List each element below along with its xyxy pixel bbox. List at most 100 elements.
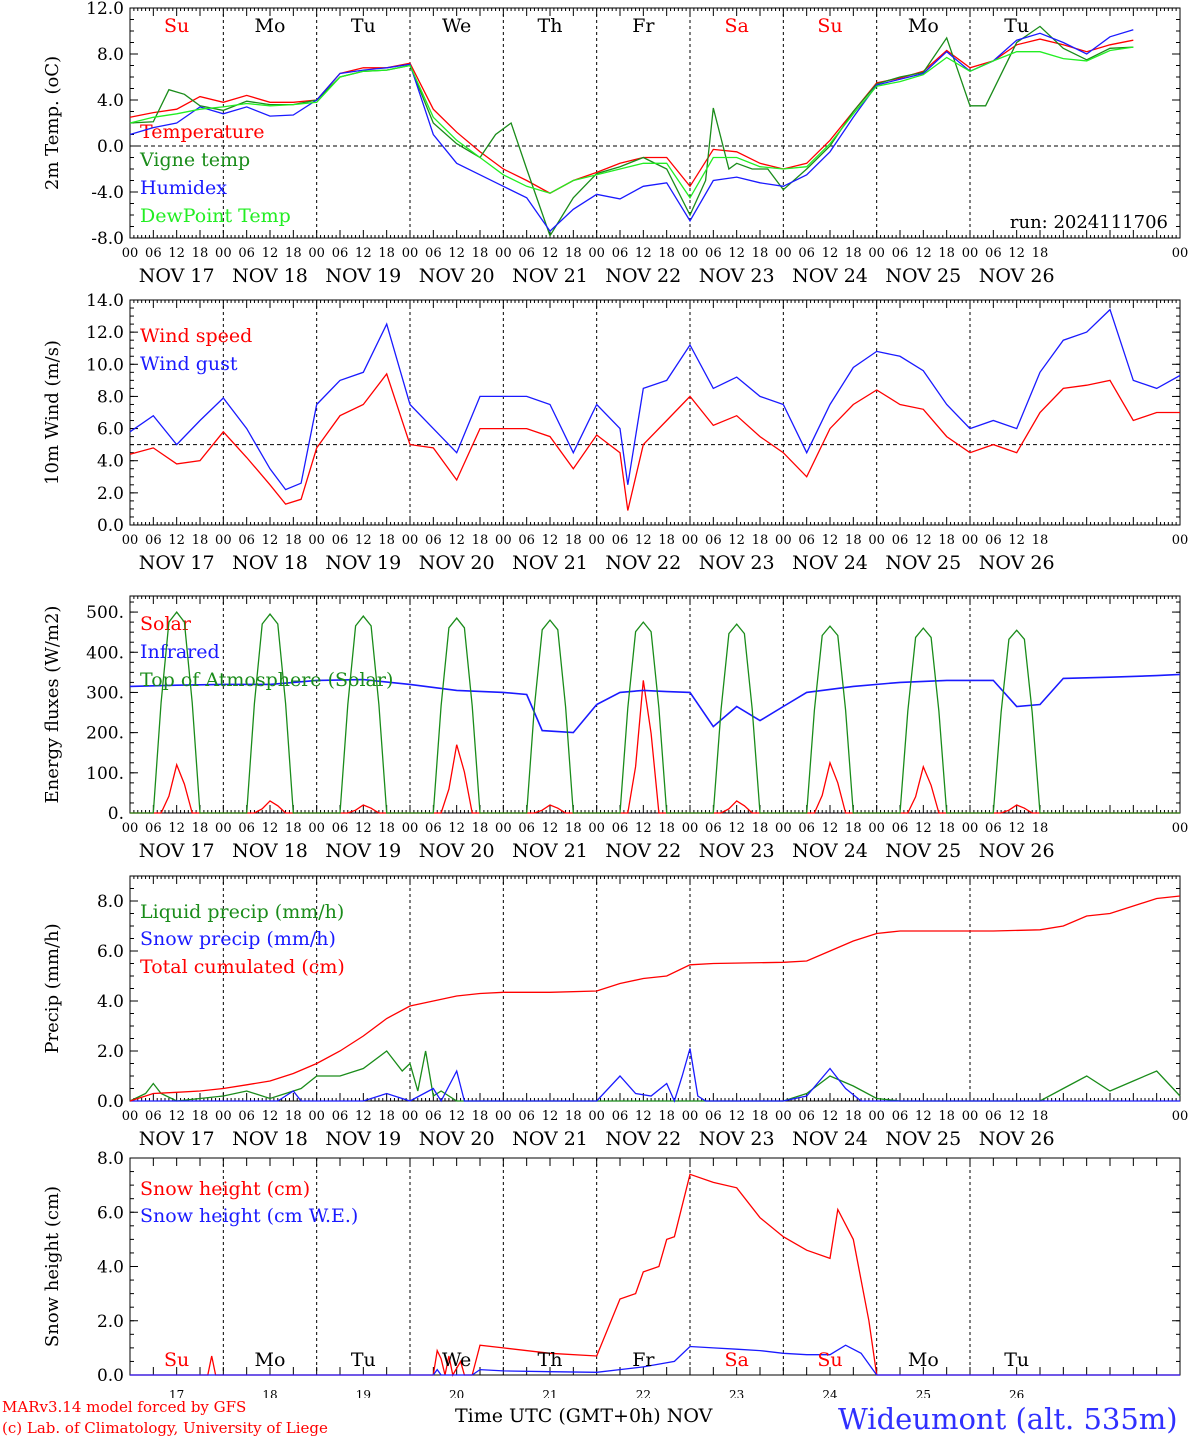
x-hour-label: 06 — [705, 246, 722, 261]
x-hour-label: 18 — [658, 1109, 675, 1124]
weekday-label-top: Th — [538, 15, 563, 37]
x-date-label: NOV 26 — [979, 840, 1055, 862]
x-date-label: NOV 19 — [325, 552, 401, 574]
x-hour-label: 00 — [682, 1109, 699, 1124]
lab-credit-text: (c) Lab. of Climatology, University of L… — [2, 1419, 328, 1437]
x-hour-label: 00 — [868, 246, 885, 261]
x-day-number: 18 — [262, 1388, 277, 1398]
legend-label: Wind speed — [140, 325, 252, 347]
x-hour-label: 12 — [915, 246, 932, 261]
x-date-label: NOV 23 — [699, 840, 775, 862]
x-date-label: NOV 25 — [885, 840, 961, 862]
series-line-solar — [130, 680, 1180, 814]
x-hour-label: 18 — [845, 821, 862, 836]
weekday-label-top: Tu — [351, 15, 376, 37]
y-tick-label: 8.0 — [97, 892, 124, 912]
x-hour-label: 06 — [612, 821, 629, 836]
x-hour-label: 18 — [938, 246, 955, 261]
x-hour-label: 06 — [332, 246, 349, 261]
x-hour-label: 06 — [145, 533, 162, 548]
weekday-label-top: Su — [817, 15, 842, 37]
y-tick-label: 6.0 — [97, 1203, 124, 1223]
x-hour-label: 18 — [658, 533, 675, 548]
x-hour-label: 12 — [168, 533, 185, 548]
x-date-label: NOV 23 — [699, 1128, 775, 1150]
x-hour-label: 06 — [612, 533, 629, 548]
x-hour-label: 06 — [798, 246, 815, 261]
x-date-label: NOV 25 — [885, 552, 961, 574]
series-line-snow-height-cm-w-e- — [130, 1344, 1180, 1376]
x-hour-label: 18 — [285, 246, 302, 261]
y-tick-label: -4.0 — [91, 183, 124, 203]
x-hour-label: 18 — [472, 821, 489, 836]
legend-label: Wind gust — [140, 353, 238, 375]
x-hour-label: 06 — [518, 1109, 535, 1124]
x-hour-label: 06 — [518, 246, 535, 261]
x-date-label: NOV 24 — [792, 1128, 868, 1150]
x-hour-label: 06 — [425, 821, 442, 836]
series-line-wind-speed — [129, 372, 1180, 511]
x-day-number: 26 — [1009, 1388, 1024, 1398]
x-hour-label: 12 — [1008, 246, 1025, 261]
x-date-label: NOV 17 — [139, 552, 215, 574]
x-hour-label: 18 — [658, 821, 675, 836]
x-hour-label: 12 — [262, 533, 279, 548]
x-hour-label: 06 — [145, 1109, 162, 1124]
x-hour-label: 00 — [215, 246, 232, 261]
weekday-label-bottom: Th — [538, 1349, 563, 1371]
x-hour-label: 18 — [1032, 533, 1049, 548]
x-hour-label: 00 — [868, 821, 885, 836]
x-hour-label: 12 — [168, 821, 185, 836]
x-date-label: NOV 21 — [512, 265, 588, 287]
x-hour-label: 18 — [845, 533, 862, 548]
x-hour-label: 00 — [215, 533, 232, 548]
x-hour-label: 00 — [588, 533, 605, 548]
x-hour-label: 06 — [145, 246, 162, 261]
x-date-label: NOV 20 — [419, 840, 495, 862]
x-date-label: NOV 17 — [139, 840, 215, 862]
x-hour-label: 18 — [845, 1109, 862, 1124]
y-tick-label: 0.0 — [97, 1092, 124, 1112]
y-tick-label: 12.0 — [86, 0, 124, 19]
x-hour-label: 18 — [565, 533, 582, 548]
x-hour-label: 06 — [985, 1109, 1002, 1124]
y-tick-label: 10.0 — [86, 355, 124, 375]
y-tick-label: 100. — [86, 764, 124, 784]
x-hour-label: 06 — [892, 246, 909, 261]
x-hour-label: 18 — [752, 1109, 769, 1124]
x-hour-label: 12 — [168, 1109, 185, 1124]
x-hour-label: 00 — [775, 533, 792, 548]
x-hour-label: 00 — [962, 1109, 979, 1124]
x-date-label: NOV 19 — [325, 840, 401, 862]
y-tick-label: -8.0 — [91, 229, 124, 249]
x-hour-label: 18 — [938, 1109, 955, 1124]
x-hour-label: 06 — [612, 1109, 629, 1124]
x-hour-label: 12 — [728, 246, 745, 261]
x-hour-label: 00 — [1172, 533, 1189, 548]
x-hour-label: 18 — [658, 246, 675, 261]
x-hour-label: 00 — [1172, 246, 1189, 261]
x-hour-label: 12 — [355, 533, 372, 548]
x-hour-label: 12 — [915, 821, 932, 836]
weekday-label-top: Sa — [724, 15, 748, 37]
y-axis-label: Snow height (cm) — [42, 1186, 63, 1347]
y-tick-label: 14.0 — [86, 291, 124, 311]
x-hour-label: 00 — [402, 533, 419, 548]
x-hour-label: 12 — [1008, 533, 1025, 548]
x-hour-label: 06 — [798, 821, 815, 836]
y-tick-label: 0.0 — [97, 516, 124, 536]
x-hour-label: 12 — [1008, 821, 1025, 836]
series-line-top-of-atmosphere-solar- — [130, 611, 1180, 814]
x-hour-label: 00 — [682, 821, 699, 836]
y-tick-label: 0.0 — [97, 137, 124, 157]
x-date-label: NOV 26 — [979, 1128, 1055, 1150]
weekday-label-top: Mo — [255, 15, 286, 37]
xaxis-title: Time UTC (GMT+0h) NOV — [455, 1405, 713, 1427]
legend-label: Top of Atmosphere (Solar) — [140, 669, 393, 691]
x-hour-label: 18 — [192, 821, 209, 836]
x-hour-label: 06 — [985, 821, 1002, 836]
y-tick-label: 500. — [86, 603, 124, 623]
weekday-label-bottom: Su — [164, 1349, 189, 1371]
x-day-number: 23 — [729, 1388, 744, 1398]
x-hour-label: 00 — [682, 246, 699, 261]
